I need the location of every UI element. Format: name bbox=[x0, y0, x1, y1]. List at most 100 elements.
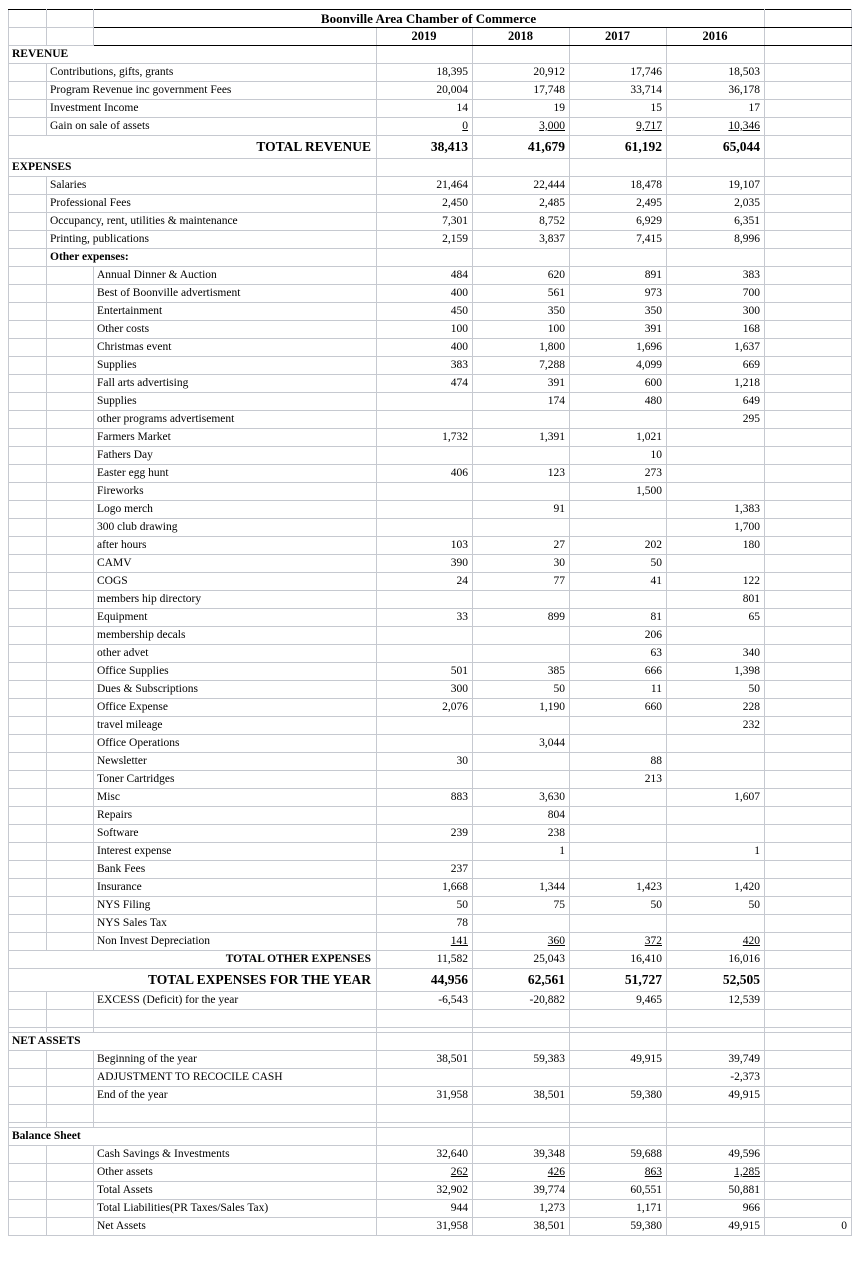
cell bbox=[46, 680, 94, 699]
extra-cell bbox=[764, 428, 852, 447]
table-row: Easter egg hunt 406 123 273 bbox=[8, 464, 852, 483]
value-cell: 1,700 bbox=[666, 518, 765, 537]
row-label: Salaries bbox=[46, 176, 377, 195]
value-cell: 49,915 bbox=[666, 1217, 765, 1236]
value-cell: 804 bbox=[472, 806, 570, 825]
row-label: Logo merch bbox=[93, 500, 377, 519]
extra-cell bbox=[764, 536, 852, 555]
row-label: Fireworks bbox=[93, 482, 377, 501]
row-label: Professional Fees bbox=[46, 194, 377, 213]
value-cell bbox=[666, 428, 765, 447]
value-cell: 400 bbox=[376, 284, 473, 303]
value-cell: 60,551 bbox=[569, 1181, 667, 1200]
row-label: Net Assets bbox=[93, 1217, 377, 1236]
table-row: Total Liabilities(PR Taxes/Sales Tax) 944… bbox=[8, 1199, 852, 1218]
value-cell: 38,413 bbox=[376, 135, 473, 159]
extra-cell bbox=[764, 374, 852, 393]
cell bbox=[46, 266, 94, 285]
value-cell: 50 bbox=[666, 680, 765, 699]
value-cell: 391 bbox=[569, 320, 667, 339]
cell bbox=[8, 554, 47, 573]
cell bbox=[46, 626, 94, 645]
value-cell bbox=[666, 158, 765, 177]
value-cell: 39,749 bbox=[666, 1050, 765, 1069]
table-row: Entertainment 450 350 350 300 bbox=[8, 302, 852, 321]
table-row: Program Revenue inc government Fees 20,00… bbox=[8, 81, 852, 100]
row-label: Easter egg hunt bbox=[93, 464, 377, 483]
value-cell: 75 bbox=[472, 896, 570, 915]
value-cell bbox=[666, 248, 765, 267]
value-cell bbox=[376, 482, 473, 501]
cell bbox=[46, 860, 94, 879]
cell bbox=[8, 932, 47, 951]
table-row: other advet 63 340 bbox=[8, 644, 852, 663]
extra-cell bbox=[764, 698, 852, 717]
value-cell: 238 bbox=[472, 824, 570, 843]
table-row: Supplies 383 7,288 4,099 669 bbox=[8, 356, 852, 375]
row-label: Non Invest Depreciation bbox=[93, 932, 377, 951]
value-cell: 213 bbox=[569, 770, 667, 789]
value-cell: 100 bbox=[376, 320, 473, 339]
value-cell: 59,380 bbox=[569, 1217, 667, 1236]
value-cell: 50 bbox=[569, 896, 667, 915]
value-cell: 38,501 bbox=[472, 1086, 570, 1105]
value-cell: 9,465 bbox=[569, 991, 667, 1010]
value-cell: 50 bbox=[472, 680, 570, 699]
value-cell bbox=[666, 752, 765, 771]
value-cell bbox=[472, 446, 570, 465]
value-cell bbox=[666, 914, 765, 933]
extra-cell bbox=[764, 1163, 852, 1182]
row-label: Insurance bbox=[93, 878, 377, 897]
value-cell bbox=[569, 806, 667, 825]
value-cell: 1,637 bbox=[666, 338, 765, 357]
value-cell: 3,630 bbox=[472, 788, 570, 807]
value-cell bbox=[376, 518, 473, 537]
value-cell: 59,380 bbox=[569, 1086, 667, 1105]
cell bbox=[46, 698, 94, 717]
value-cell: 7,288 bbox=[472, 356, 570, 375]
value-cell bbox=[666, 446, 765, 465]
value-cell: 600 bbox=[569, 374, 667, 393]
row-label: Best of Boonville advertisment bbox=[93, 284, 377, 303]
row-label: Other assets bbox=[93, 1163, 377, 1182]
table-row: Cash Savings & Investments 32,640 39,348 59… bbox=[8, 1145, 852, 1164]
table-row: Other assets 262 426 863 1,285 bbox=[8, 1163, 852, 1182]
cell bbox=[8, 626, 47, 645]
cell bbox=[8, 248, 47, 267]
value-cell: 50 bbox=[666, 896, 765, 915]
row-label: COGS bbox=[93, 572, 377, 591]
value-cell bbox=[376, 806, 473, 825]
value-cell bbox=[376, 1068, 473, 1087]
value-cell: 406 bbox=[376, 464, 473, 483]
cell bbox=[46, 662, 94, 681]
cell bbox=[8, 410, 47, 429]
row-label: Office Operations bbox=[93, 734, 377, 753]
value-cell: 202 bbox=[569, 536, 667, 555]
value-cell: 17,748 bbox=[472, 81, 570, 100]
value-cell bbox=[666, 45, 765, 64]
value-cell: 91 bbox=[472, 500, 570, 519]
value-cell: 1,668 bbox=[376, 878, 473, 897]
value-cell: 122 bbox=[666, 572, 765, 591]
row-label: Newsletter bbox=[93, 752, 377, 771]
table-row: Other costs 100 100 391 168 bbox=[8, 320, 852, 339]
value-cell bbox=[376, 644, 473, 663]
cell bbox=[46, 284, 94, 303]
value-cell: 1 bbox=[666, 842, 765, 861]
cell bbox=[46, 878, 94, 897]
row-label: Toner Cartridges bbox=[93, 770, 377, 789]
section-row: NET ASSETS bbox=[8, 1032, 852, 1051]
extra-cell bbox=[764, 770, 852, 789]
row-label: EXCESS (Deficit) for the year bbox=[93, 991, 377, 1010]
value-cell: 49,915 bbox=[666, 1086, 765, 1105]
row-label: Beginning of the year bbox=[93, 1050, 377, 1069]
table-row: Toner Cartridges 213 bbox=[8, 770, 852, 789]
value-cell bbox=[569, 1009, 667, 1028]
table-row: Total Assets 32,902 39,774 60,551 50,881 bbox=[8, 1181, 852, 1200]
table-row: other programs advertisement 295 bbox=[8, 410, 852, 429]
value-cell bbox=[472, 914, 570, 933]
table-row: CAMV 390 30 50 bbox=[8, 554, 852, 573]
value-cell: 1,171 bbox=[569, 1199, 667, 1218]
value-cell: 7,301 bbox=[376, 212, 473, 231]
value-cell bbox=[472, 770, 570, 789]
